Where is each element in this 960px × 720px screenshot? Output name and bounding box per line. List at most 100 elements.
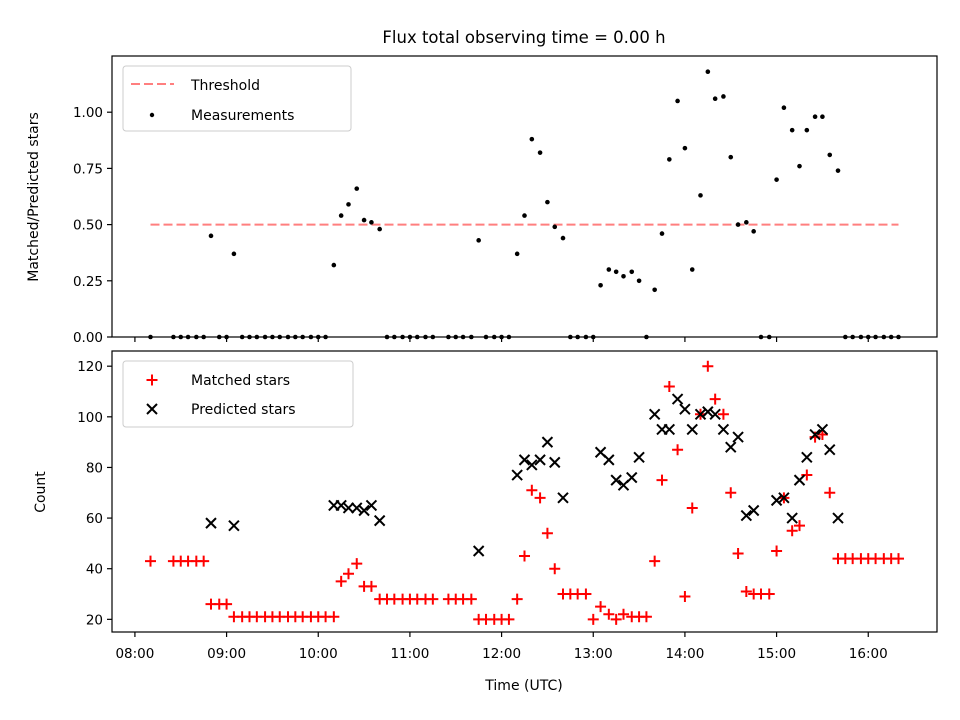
predicted-star-point (472, 545, 485, 557)
measurement-point (789, 127, 795, 133)
ratio-axes-frame (111, 55, 938, 338)
measurement-point (682, 145, 688, 151)
matched-star-point (519, 550, 530, 562)
measurement-point (552, 224, 558, 230)
predicted-star-point (747, 504, 760, 517)
matched-star-point (893, 553, 904, 565)
matched-star-point (663, 380, 675, 392)
y-tick-label: 40 (86, 562, 103, 578)
predicted-star-point (335, 499, 347, 512)
measurement-point (698, 193, 703, 198)
predicted-star-point (709, 408, 721, 420)
predicted-star-point (671, 393, 684, 405)
measurement-point (629, 269, 635, 275)
y-tick-label: 1.00 (73, 105, 103, 121)
matched-star-point (335, 575, 347, 587)
matched-star-point (618, 608, 629, 620)
x-tick-label: 13:00 (574, 646, 613, 662)
x-axis-label: Time (UTC) (484, 678, 562, 694)
matched-star-point (672, 444, 684, 456)
measurement-point (804, 127, 810, 133)
count-axes-frame (111, 350, 938, 633)
measurement-point (781, 105, 787, 111)
matched-star-point (717, 408, 729, 420)
measurement-point (361, 217, 367, 223)
measurement-point (751, 229, 756, 234)
predicted-star-point (351, 502, 363, 514)
x-tick-label: 12:00 (482, 646, 521, 662)
measurement-point (560, 235, 566, 241)
matched-star-point (427, 593, 439, 605)
measurement-point (231, 251, 237, 257)
predicted-star-point (541, 436, 554, 448)
measurement-point (675, 98, 680, 104)
measurement-point (369, 220, 374, 225)
y-tick-label: 60 (86, 511, 103, 527)
predicted-star-point (702, 406, 714, 418)
predicted-star-point (626, 471, 638, 484)
measurement-point (476, 238, 481, 243)
legend-measurements-swatch (149, 112, 155, 118)
predicted-star-point (717, 423, 730, 436)
matched-star-point (580, 588, 592, 600)
matched-star-point (656, 474, 668, 486)
count-x-ticks: 08:00 09:00 10:00 11:00 12:00 13:00 14:00 15:00… (115, 632, 888, 662)
measurement-point (652, 287, 657, 293)
y-tick-label: 0.25 (73, 274, 103, 290)
ratio-legend: Threshold Measurements (122, 65, 352, 132)
x-tick-label: 16:00 (849, 646, 888, 662)
measurement-point (721, 94, 726, 99)
predicted-star-point (228, 519, 240, 532)
ratio-x-ticks (134, 337, 869, 342)
predicted-star-point (824, 444, 836, 456)
matched-star-point (587, 613, 599, 625)
y-tick-label: 120 (77, 359, 103, 375)
matched-star-point (702, 360, 714, 372)
predicted-star-point (809, 428, 821, 441)
matched-star-point (526, 484, 538, 496)
y-tick-label: 100 (77, 410, 103, 426)
measurement-point (606, 267, 612, 272)
matched-star-point (534, 492, 546, 504)
matched-star-point (603, 608, 615, 620)
matched-star-point (198, 555, 210, 567)
measurement-point (812, 114, 818, 119)
matched-star-point (771, 545, 783, 557)
x-tick-label: 14:00 (665, 646, 704, 662)
matched-star-point (511, 593, 523, 605)
measurement-point (712, 96, 718, 102)
predicted-star-point (603, 454, 615, 466)
predicted-star-point (694, 408, 707, 420)
measurement-point (346, 202, 351, 207)
predicted-star-point (732, 431, 744, 443)
predicted-star-point (557, 492, 569, 504)
matched-star-point (640, 611, 652, 623)
x-tick-label: 15:00 (757, 646, 796, 662)
matched-star-point (465, 593, 477, 605)
matched-star-point (725, 487, 737, 499)
predicted-star-point (526, 459, 538, 471)
measurement-point (621, 274, 626, 279)
predicted-star-point (793, 474, 806, 486)
matched-star-point (686, 502, 698, 514)
measurement-point (529, 136, 535, 142)
matched-star-point (351, 558, 363, 570)
matched-star-point (709, 393, 721, 405)
matched-star-point (549, 563, 561, 575)
ratio-y-ticks: 0.00 0.25 0.50 0.75 1.00 (73, 105, 112, 346)
measurement-point (377, 226, 382, 232)
predicted-star-point (686, 423, 698, 436)
predicted-star-point (740, 509, 753, 522)
predicted-star-point (549, 456, 561, 469)
measurement-point (827, 152, 833, 158)
predicted-star-point (342, 502, 355, 514)
predicted-star-point (832, 512, 844, 524)
count-panel: 20 40 60 80 100 120 08:00 09:00 10:00 11:00 12:00… (33, 350, 938, 694)
matched-star-point (732, 548, 744, 560)
count-series (145, 360, 904, 625)
predicted-star-point (770, 494, 783, 507)
measurement-point (598, 282, 603, 288)
predicted-star-point (648, 408, 661, 420)
matched-star-point (365, 580, 377, 592)
matched-star-point (649, 555, 661, 567)
